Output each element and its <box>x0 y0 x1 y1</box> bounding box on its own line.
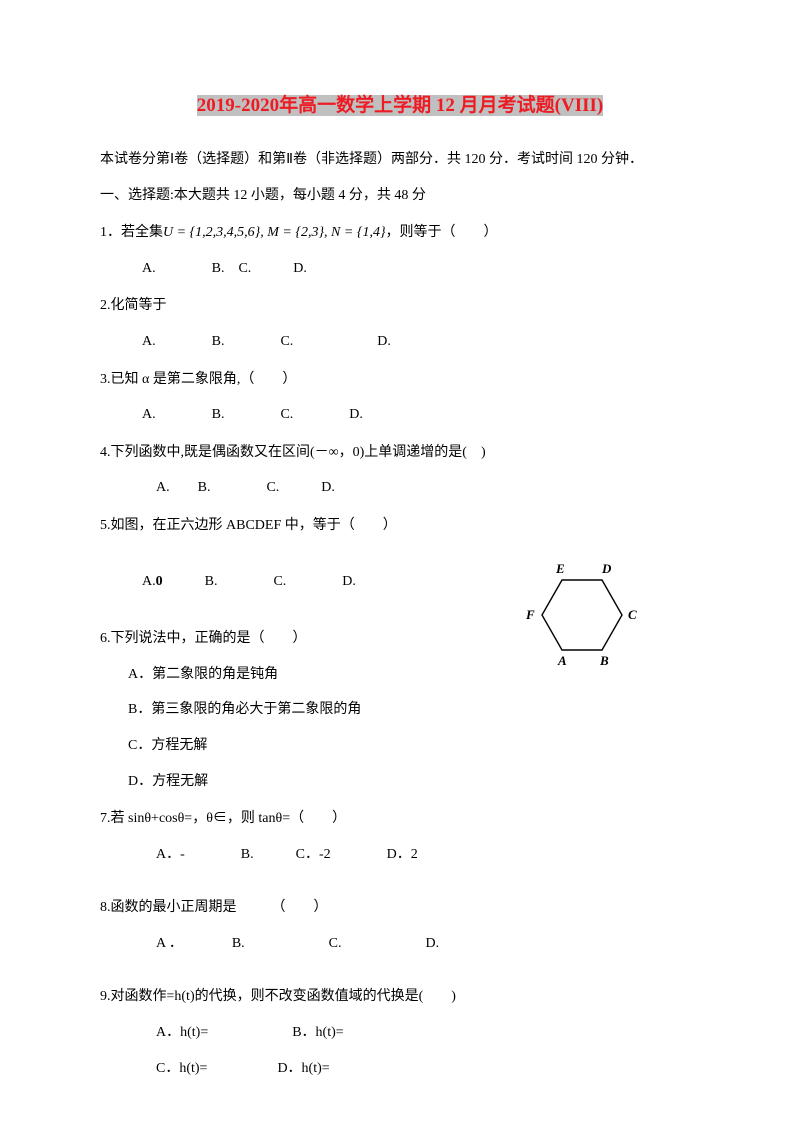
q5-opts-pre: A. <box>128 574 156 589</box>
title-part2: 年高一数学上学期 <box>279 95 431 116</box>
title-part3: 12 <box>431 95 460 116</box>
q1-stem-post: ，则等于（ ） <box>386 225 498 240</box>
q8-options: A ． B. C. D. <box>100 927 700 961</box>
q4-options: A. B. C. D. <box>100 471 700 505</box>
title-part1: 2019-2020 <box>197 95 279 116</box>
section1-heading: 一、选择题:本大题共 12 小题，每小题 4 分，共 48 分 <box>100 179 700 213</box>
q3-options: A. B. C. D. <box>100 398 700 432</box>
hex-label-D: D <box>601 561 612 576</box>
hex-label-B: B <box>599 653 609 668</box>
q1: 1．若全集U = {1,2,3,4,5,6}, M = {2,3}, N = {… <box>100 216 700 250</box>
q5-stem: 5.如图，在正六边形 ABCDEF 中，等于（ ） <box>100 509 700 543</box>
q9-spacer <box>100 962 700 976</box>
q6-d: D．方程无解 <box>100 765 700 799</box>
q5-zero: 0 <box>156 574 163 589</box>
hex-label-F: F <box>525 607 535 622</box>
q6-b: B．第三象限的角必大于第二象限的角 <box>100 693 700 727</box>
q5-opts-post: B. C. D. <box>163 574 356 589</box>
hexagon-figure: A B C D E F <box>520 555 650 680</box>
intro-text: 本试卷分第Ⅰ卷（选择题）和第Ⅱ卷（非选择题）两部分．共 120 分．考试时间 1… <box>100 143 700 177</box>
title-part4: 月月考试题(VIII) <box>460 95 604 116</box>
q4-stem: 4.下列函数中,既是偶函数又在区间(－∞，0)上单调递增的是( ) <box>100 436 700 470</box>
q1-stem-pre: 1．若全集 <box>100 225 163 240</box>
hexagon-svg: A B C D E F <box>520 555 650 675</box>
q7-options: A．- B. C．-2 D．2 <box>100 838 700 872</box>
exam-title: 2019-2020年高一数学上学期 12 月月考试题(VIII) <box>100 90 700 117</box>
hexagon-shape <box>542 580 622 650</box>
hex-label-C: C <box>628 607 637 622</box>
q8-spacer <box>100 873 700 887</box>
q9-row2: C．h(t)= D．h(t)= <box>100 1052 700 1086</box>
q8-stem: 8.函数的最小正周期是 （ ） <box>100 891 700 925</box>
q3-stem: 3.已知 α 是第二象限角,（ ） <box>100 363 700 397</box>
q9-row1: A．h(t)= B．h(t)= <box>100 1016 700 1050</box>
hex-label-E: E <box>555 561 565 576</box>
q2-options: A. B. C. D. <box>100 325 700 359</box>
q7-stem: 7.若 sinθ+cosθ=，θ∈，则 tanθ=（ ） <box>100 802 700 836</box>
q2-stem: 2.化简等于 <box>100 289 700 323</box>
q1-math: U = {1,2,3,4,5,6}, M = {2,3}, N = {1,4} <box>163 216 386 250</box>
q9-stem: 9.对函数作=h(t)的代换，则不改变函数值域的代换是( ) <box>100 980 700 1014</box>
q1-options: A. B. C. D. <box>100 252 700 286</box>
hex-label-A: A <box>557 653 567 668</box>
q6-c: C．方程无解 <box>100 729 700 763</box>
